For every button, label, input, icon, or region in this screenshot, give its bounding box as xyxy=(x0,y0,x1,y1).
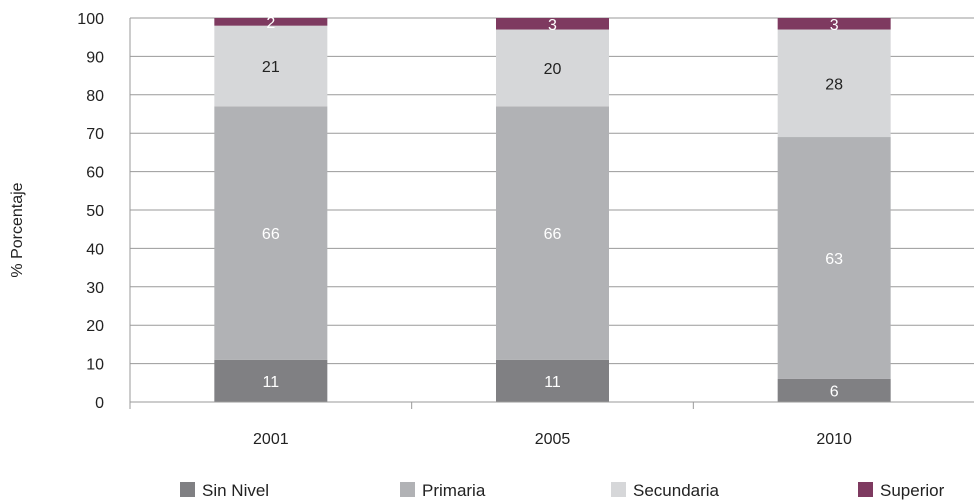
x-tick-labels: 2001 2005 2010 xyxy=(253,431,852,448)
y-tick-label: 90 xyxy=(86,49,104,66)
bar-segment xyxy=(777,378,891,402)
legend-swatch xyxy=(858,482,873,497)
y-tick-label: 0 xyxy=(95,395,104,412)
y-tick-label: 20 xyxy=(86,318,104,335)
y-axis-title: % Porcentaje xyxy=(9,182,26,277)
bar-segment xyxy=(214,359,328,402)
data-label: 66 xyxy=(262,226,280,243)
data-label: 3 xyxy=(548,17,557,34)
y-tick-label: 80 xyxy=(86,88,104,105)
data-label: 28 xyxy=(825,76,843,93)
x-tick-label: 2010 xyxy=(816,431,852,448)
bar-segment xyxy=(777,18,891,30)
legend-swatch xyxy=(180,482,195,497)
legend-swatch xyxy=(611,482,626,497)
bar-segment xyxy=(777,137,891,379)
bar-segment xyxy=(214,18,328,26)
data-labels: 11 66 21 2 11 66 20 3 6 63 28 3 xyxy=(262,15,843,401)
y-tick-label: 100 xyxy=(77,11,104,28)
bar-segment xyxy=(214,106,328,360)
bar-segment xyxy=(496,106,609,360)
data-label: 11 xyxy=(263,374,280,391)
y-tick-label: 70 xyxy=(86,126,104,143)
legend-label: Sin Nivel xyxy=(202,481,269,500)
x-tick-label: 2005 xyxy=(535,431,571,448)
y-tick-label: 30 xyxy=(86,280,104,297)
y-tick-label: 10 xyxy=(86,357,104,374)
data-label: 21 xyxy=(262,59,280,76)
data-label: 66 xyxy=(544,226,562,243)
legend-swatch xyxy=(400,482,415,497)
data-label: 11 xyxy=(544,374,561,391)
x-tick-label: 2001 xyxy=(253,431,289,448)
legend-label: Secundaria xyxy=(633,481,720,500)
legend-label: Primaria xyxy=(422,481,486,500)
bar-segment xyxy=(496,18,609,30)
y-tick-label: 40 xyxy=(86,241,104,258)
bar-segment xyxy=(496,29,609,107)
data-label: 3 xyxy=(830,17,839,34)
y-tick-label: 60 xyxy=(86,165,104,182)
legend-label: Superior xyxy=(880,481,945,500)
y-tick-labels: 0 10 20 30 40 50 60 70 80 90 100 xyxy=(77,11,104,412)
legend: Sin Nivel Primaria Secundaria Superior xyxy=(180,481,945,500)
data-label: 6 xyxy=(830,383,839,400)
bar-segment xyxy=(496,359,609,402)
data-label: 20 xyxy=(544,61,562,78)
bar-segment xyxy=(777,29,891,138)
axes xyxy=(129,18,974,409)
y-tick-label: 50 xyxy=(86,203,104,220)
data-label: 2 xyxy=(266,15,275,32)
bar-stacks xyxy=(214,18,891,402)
data-label: 63 xyxy=(825,251,843,268)
bar-segment xyxy=(214,25,328,107)
